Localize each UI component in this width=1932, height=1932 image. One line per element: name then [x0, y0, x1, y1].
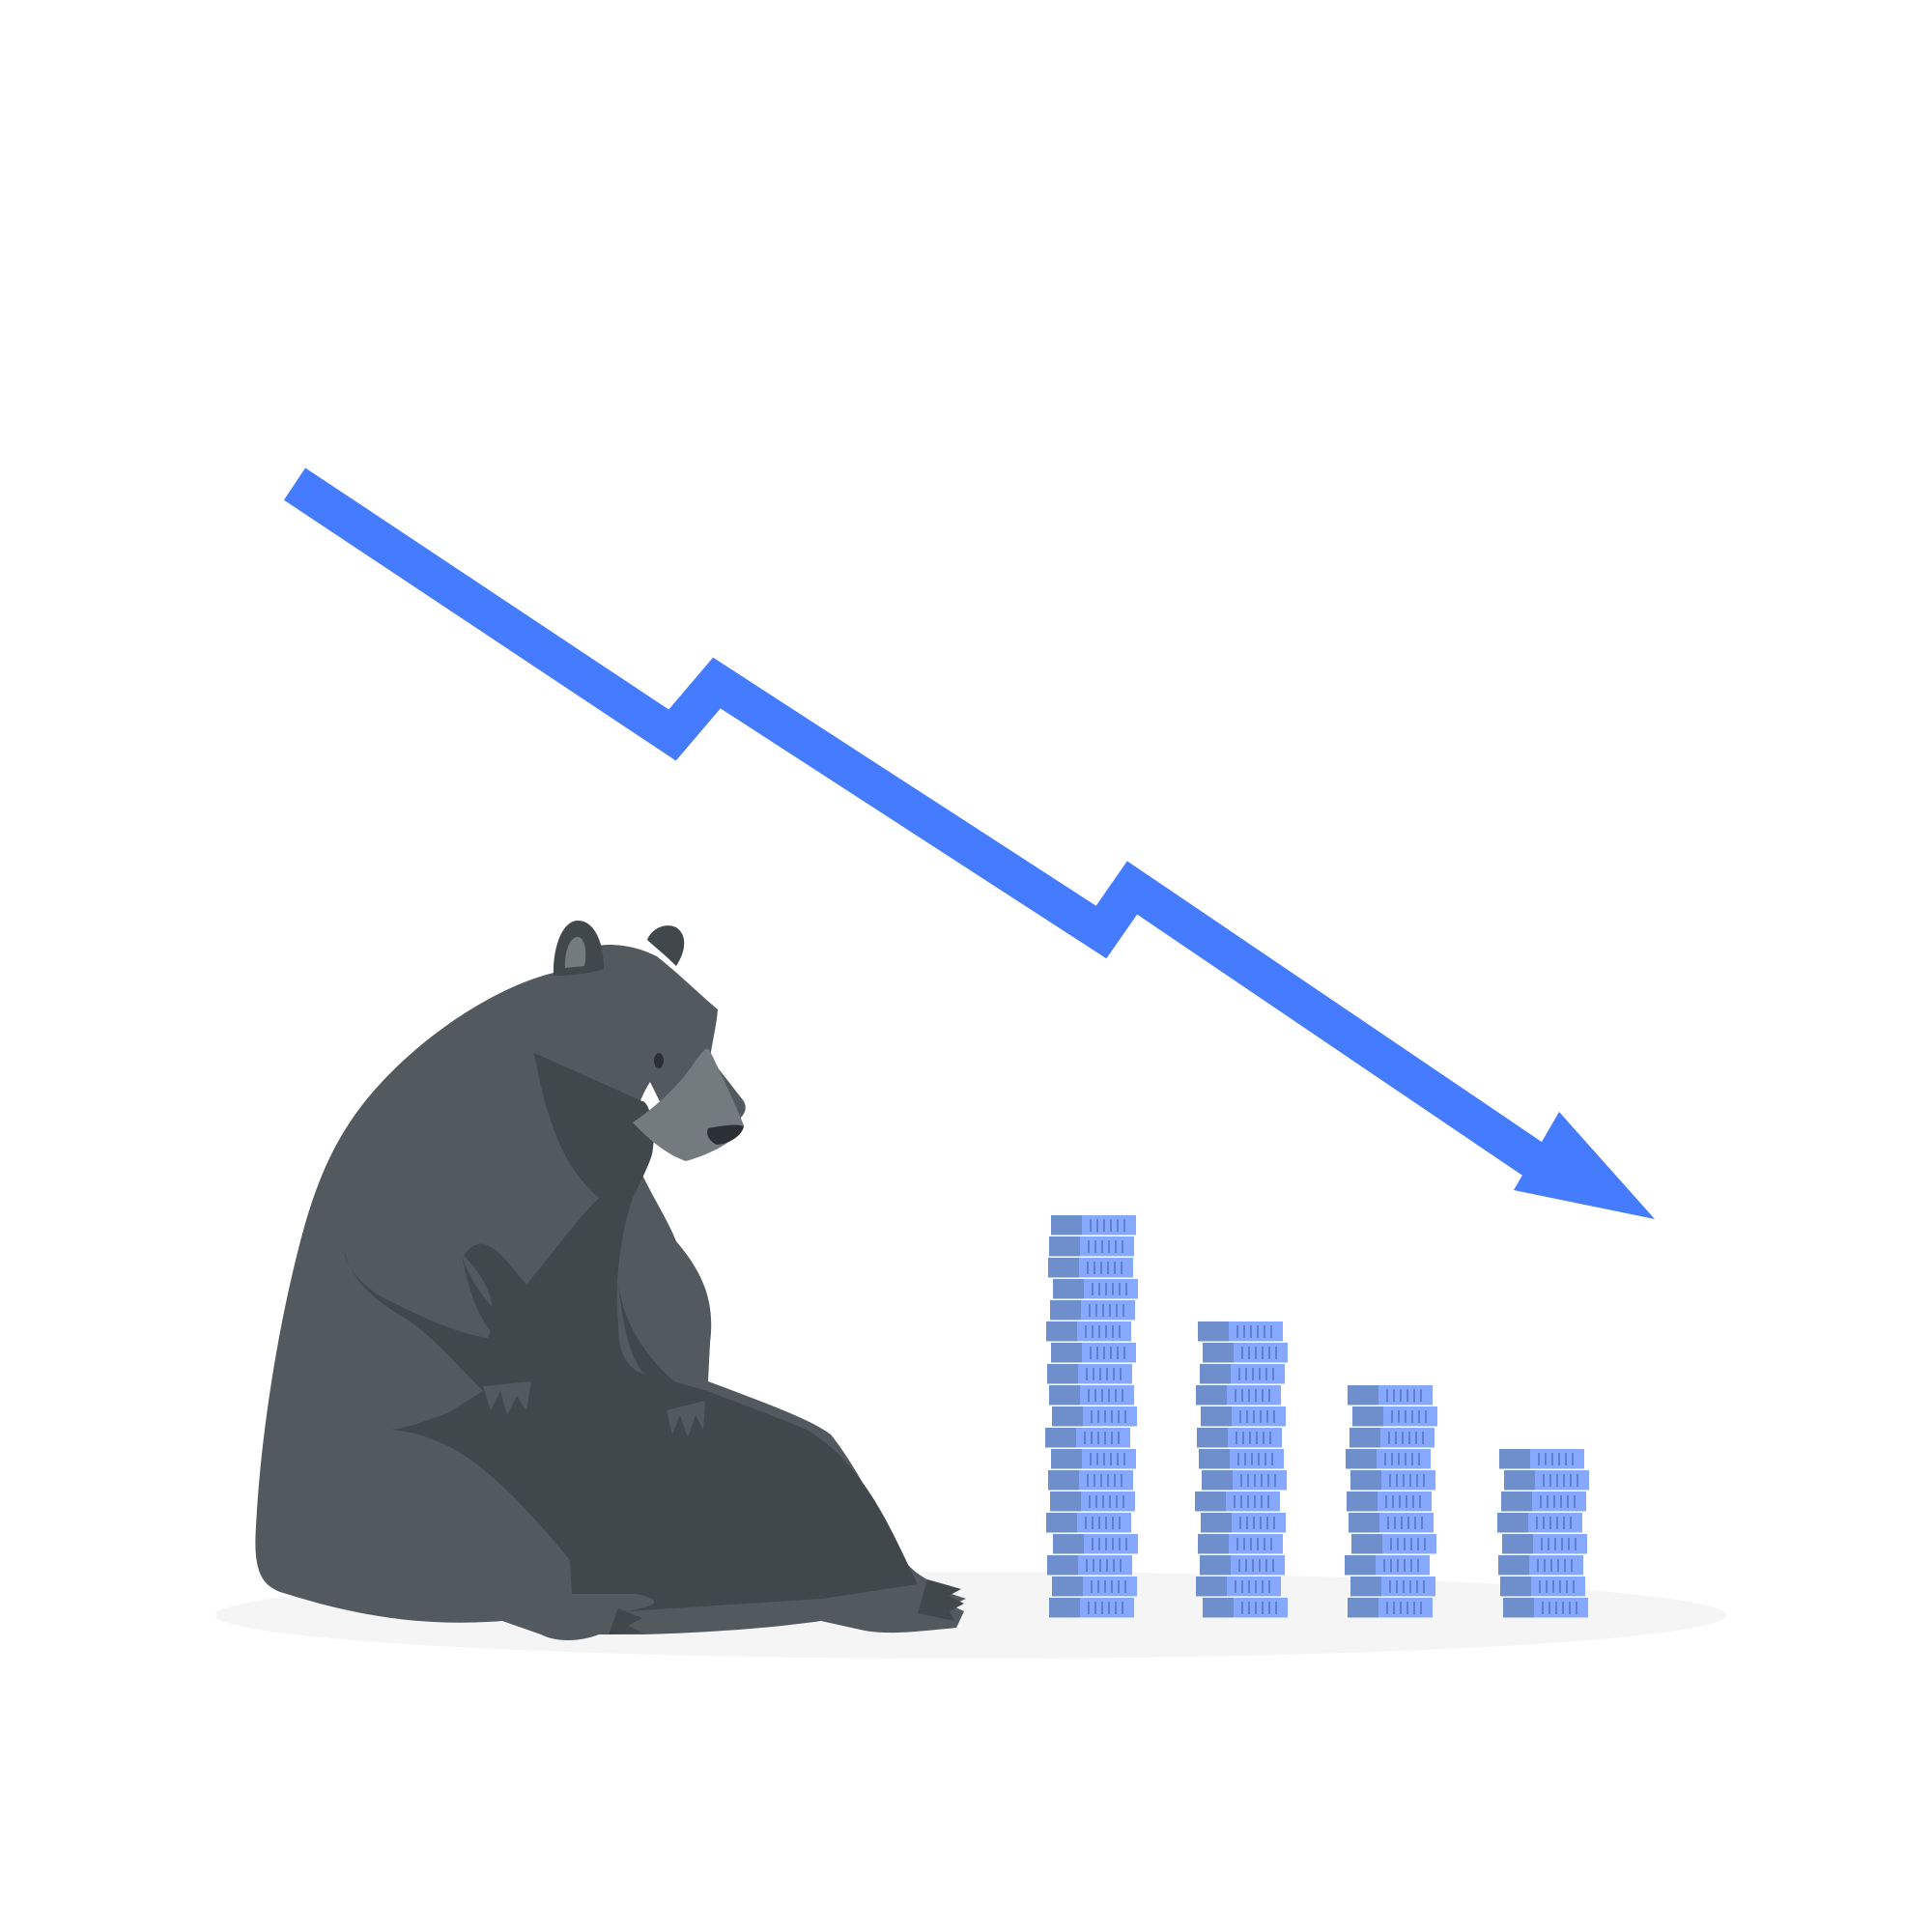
- coin-stack-1: [1045, 1215, 1138, 1618]
- bear-foot-claws: [609, 1579, 964, 1634]
- bear-ear-left-inner: [564, 937, 586, 968]
- bear-arm: [462, 1256, 524, 1401]
- coin: [1203, 1598, 1288, 1618]
- coin: [1046, 1513, 1131, 1533]
- coin: [1049, 1385, 1134, 1406]
- coin: [1196, 1577, 1281, 1597]
- coin: [1051, 1215, 1136, 1236]
- coin: [1348, 1598, 1433, 1618]
- bear-ear-right: [647, 925, 685, 966]
- coin: [1053, 1534, 1138, 1554]
- bear-arm-back: [618, 1285, 700, 1435]
- coin: [1202, 1470, 1287, 1491]
- coin: [1503, 1598, 1588, 1618]
- coin: [1197, 1428, 1282, 1448]
- coin: [1200, 1364, 1285, 1384]
- coin: [1051, 1343, 1136, 1363]
- coin: [1200, 1555, 1285, 1576]
- coin: [1350, 1428, 1435, 1448]
- coin: [1198, 1534, 1283, 1554]
- coin-stack-3: [1345, 1385, 1437, 1618]
- coin: [1351, 1534, 1436, 1554]
- coin: [1499, 1449, 1584, 1469]
- coin: [1198, 1321, 1283, 1342]
- coin: [1201, 1513, 1286, 1533]
- bear-shade: [344, 1053, 918, 1611]
- coin-stack-2: [1195, 1321, 1288, 1618]
- coin: [1504, 1470, 1589, 1491]
- coin: [1199, 1449, 1284, 1469]
- trend-line: [283, 468, 1563, 1188]
- coin: [1500, 1577, 1585, 1597]
- coin: [1347, 1492, 1432, 1512]
- coin: [1053, 1279, 1138, 1299]
- coin: [1195, 1492, 1280, 1512]
- bear-front-claws: [483, 1381, 705, 1437]
- coin: [1052, 1406, 1137, 1427]
- coin: [1049, 1236, 1134, 1257]
- coin: [1498, 1555, 1583, 1576]
- coin: [1048, 1258, 1133, 1278]
- coin: [1502, 1534, 1587, 1554]
- coin: [1497, 1513, 1582, 1533]
- coin-stack-4: [1497, 1449, 1589, 1618]
- coin: [1050, 1492, 1135, 1512]
- coin: [1350, 1470, 1435, 1491]
- coin: [1050, 1300, 1135, 1321]
- coin: [1052, 1577, 1137, 1597]
- coin: [1345, 1555, 1430, 1576]
- coin: [1348, 1385, 1433, 1406]
- coin: [1049, 1598, 1134, 1618]
- coin: [1352, 1406, 1437, 1427]
- coin: [1048, 1470, 1133, 1491]
- coin: [1501, 1492, 1586, 1512]
- downward-trend-arrow-icon: [283, 468, 1655, 1219]
- arrow-head: [1514, 1112, 1655, 1219]
- coin: [1346, 1449, 1431, 1469]
- coin: [1051, 1449, 1136, 1469]
- coin-stacks: [1045, 1215, 1589, 1618]
- coin: [1196, 1385, 1281, 1406]
- coin: [1349, 1513, 1434, 1533]
- coin: [1047, 1364, 1132, 1384]
- bear-icon: [255, 920, 966, 1640]
- coin: [1045, 1428, 1130, 1448]
- bear-eye: [654, 1053, 664, 1068]
- coin: [1047, 1555, 1132, 1576]
- coin: [1203, 1343, 1288, 1363]
- coin: [1350, 1577, 1435, 1597]
- bear-nose: [707, 1124, 744, 1145]
- coin: [1046, 1321, 1131, 1342]
- coin: [1201, 1406, 1286, 1427]
